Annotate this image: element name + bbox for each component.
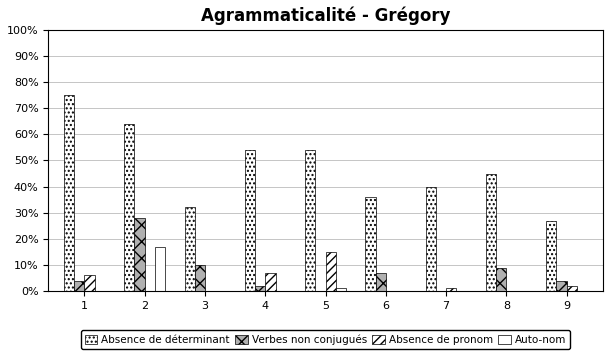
- Bar: [376, 273, 386, 291]
- Bar: [185, 207, 195, 291]
- Bar: [546, 220, 556, 291]
- Bar: [567, 286, 577, 291]
- Bar: [486, 174, 496, 291]
- Bar: [446, 289, 456, 291]
- Bar: [556, 281, 567, 291]
- Bar: [426, 187, 436, 291]
- Bar: [365, 197, 376, 291]
- Bar: [195, 265, 205, 291]
- Bar: [134, 218, 145, 291]
- Title: Agrammaticalité - Grégory: Agrammaticalité - Grégory: [201, 7, 450, 26]
- Bar: [245, 150, 255, 291]
- Bar: [496, 268, 506, 291]
- Bar: [84, 275, 95, 291]
- Legend: Absence de déterminant, Verbes non conjugués, Absence de pronom, Auto-nom: Absence de déterminant, Verbes non conju…: [81, 330, 570, 349]
- Bar: [325, 252, 336, 291]
- Bar: [336, 289, 346, 291]
- Bar: [255, 286, 265, 291]
- Bar: [265, 273, 275, 291]
- Bar: [64, 95, 74, 291]
- Bar: [74, 281, 84, 291]
- Bar: [305, 150, 315, 291]
- Bar: [124, 124, 134, 291]
- Bar: [155, 247, 165, 291]
